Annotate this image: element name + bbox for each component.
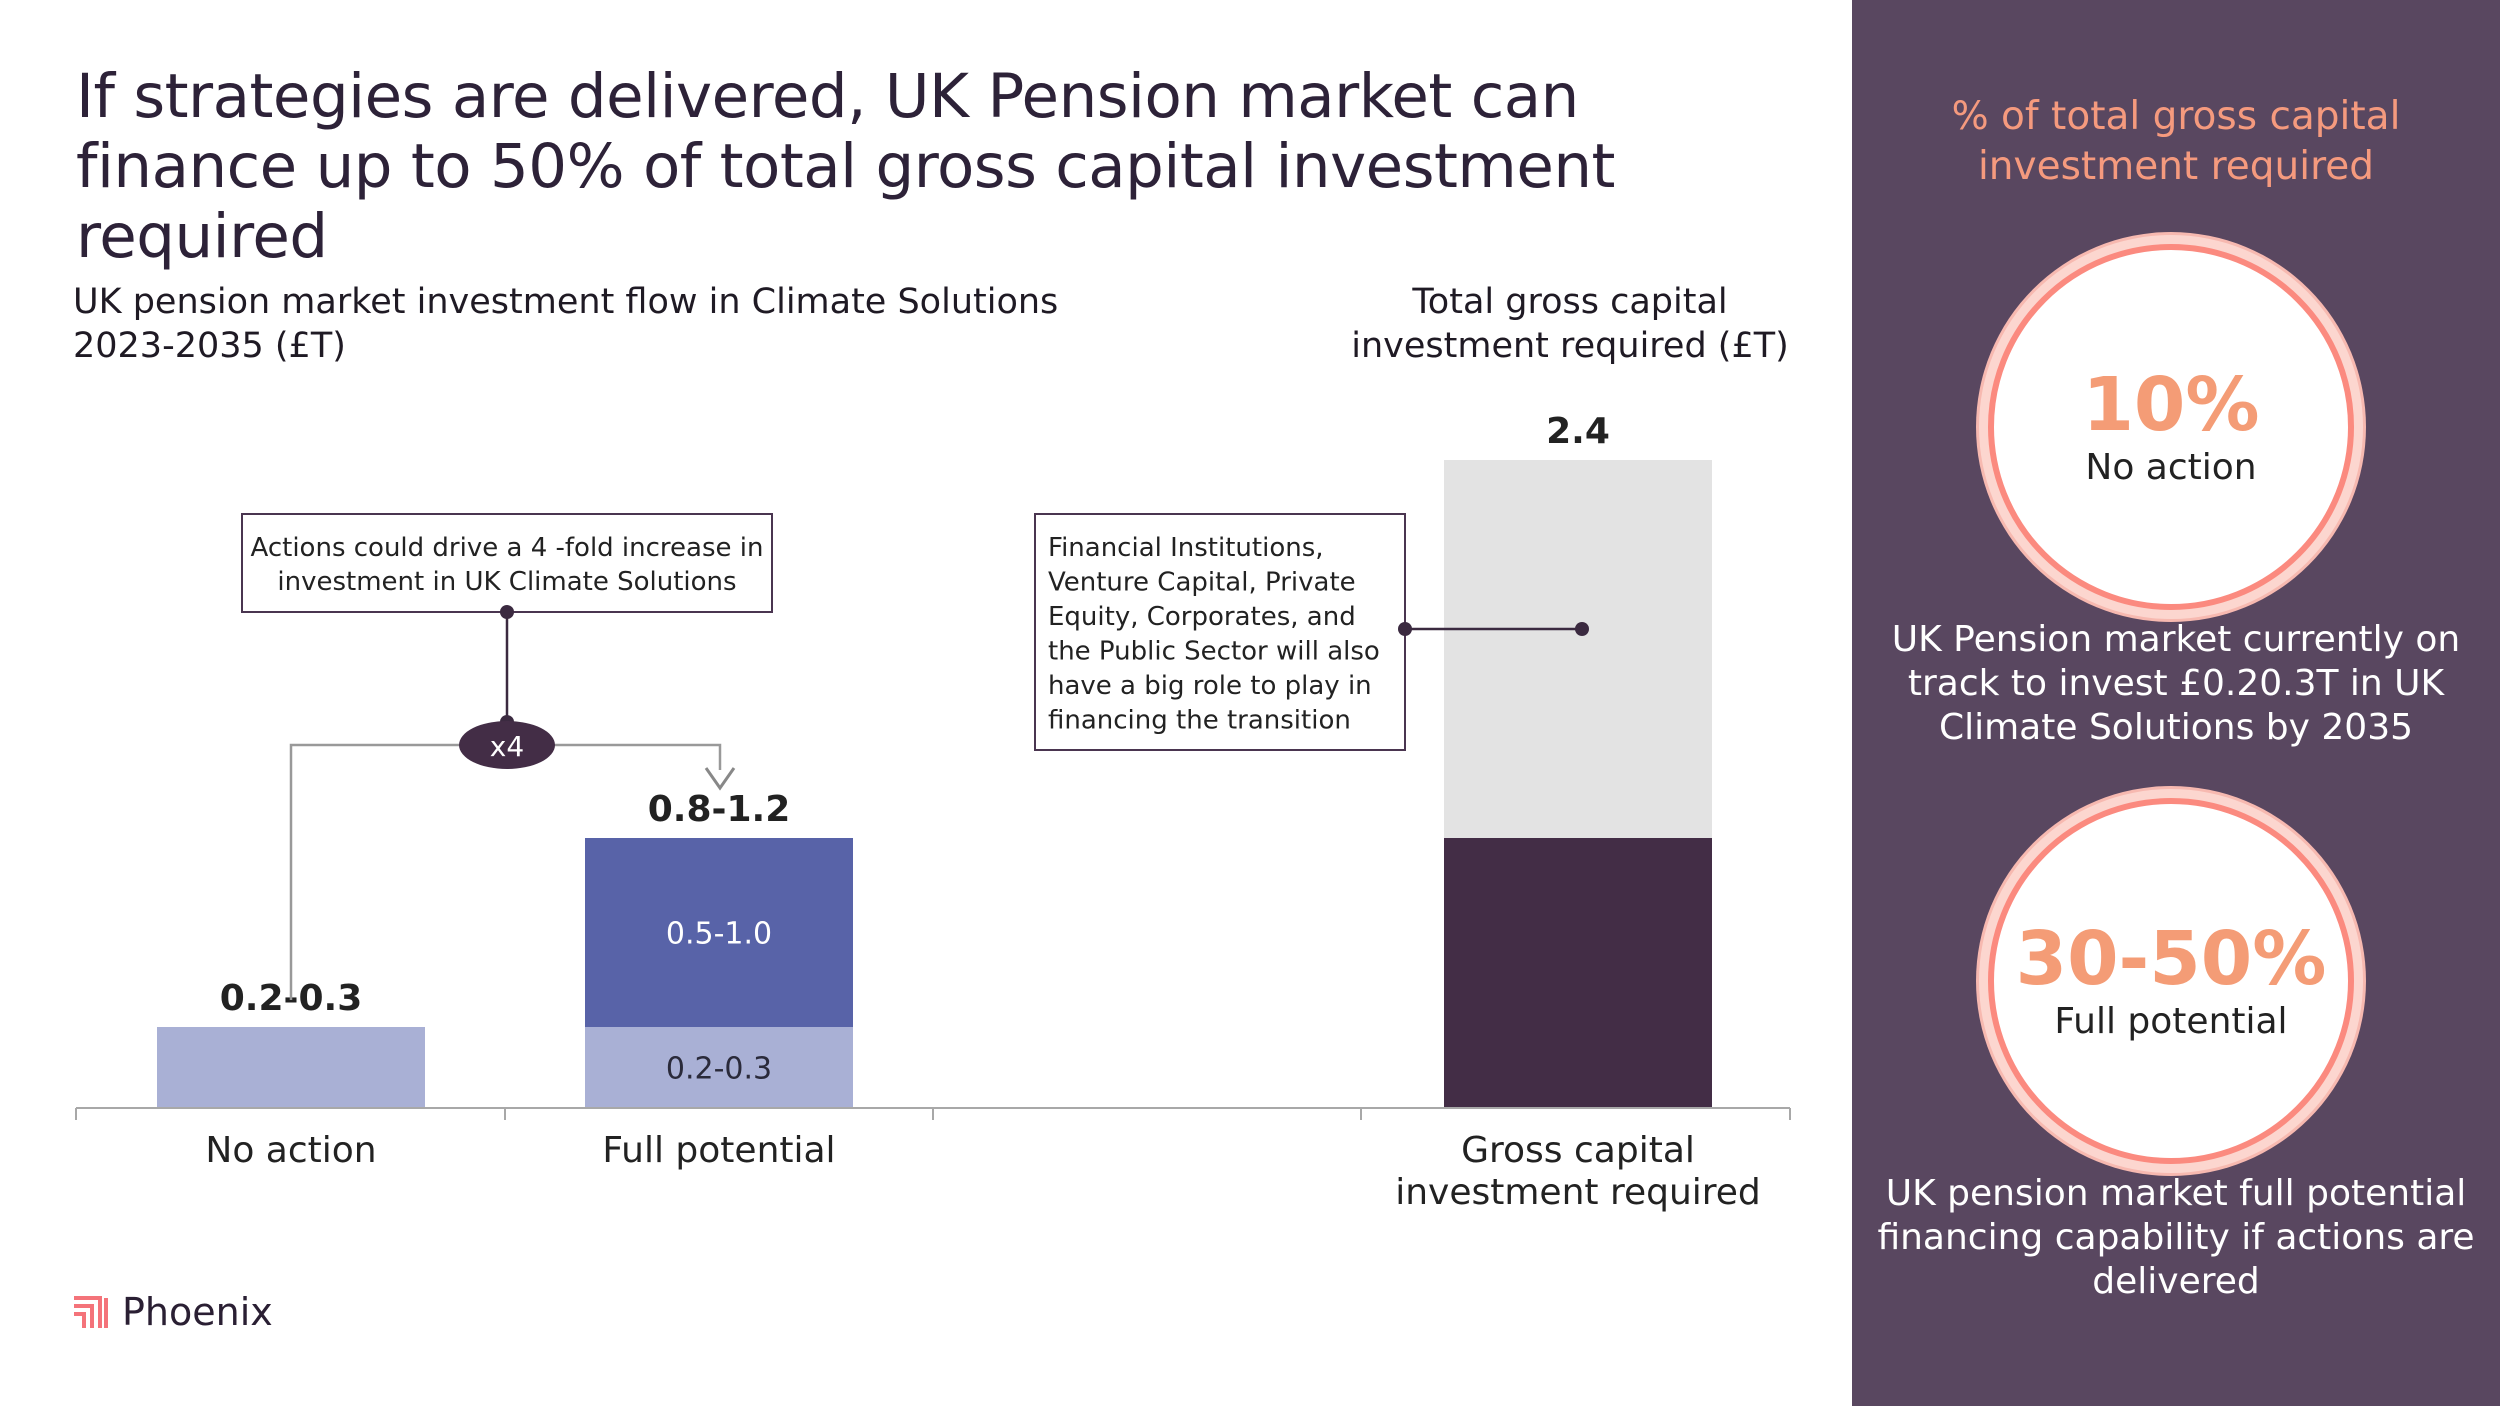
- no-action-circle-label: No action: [2085, 447, 2257, 488]
- full-potential-description: UK pension market full potential financi…: [1877, 1173, 2475, 1302]
- phoenix-logo-icon: [74, 1296, 108, 1328]
- bar-2-segment-0: [1444, 838, 1712, 1108]
- full-potential-circle: 30-50% Full potential: [1988, 798, 2354, 1164]
- page-title: If strategies are delivered, UK Pension …: [76, 61, 1615, 272]
- full-potential-circle-label: Full potential: [2054, 1001, 2288, 1042]
- bar-2-segment-1: [1444, 460, 1712, 838]
- bar-2-total-label: 2.4: [1546, 411, 1610, 452]
- full-potential-percent: 30-50%: [2015, 916, 2327, 1002]
- x-tick-label-3: Gross capital investment required: [1395, 1130, 1761, 1213]
- bar-1-total-label: 0.8-1.2: [648, 789, 791, 830]
- institutions-connector-dot-left: [1398, 622, 1412, 636]
- chart-subtitle-left: UK pension market investment flow in Cli…: [73, 282, 1059, 366]
- bar-1-segment-0: [585, 1027, 853, 1108]
- x-tick-label-1: Full potential: [602, 1130, 835, 1171]
- fold-increase-annotation-box: [241, 513, 773, 613]
- x4-badge: [459, 721, 555, 769]
- phoenix-logo-text: Phoenix: [122, 1290, 273, 1334]
- sidebar-panel: % of total gross capital investment requ…: [1852, 0, 2500, 1406]
- x4-badge-label: x4: [490, 730, 524, 763]
- x-tick-label-0: No action: [205, 1130, 376, 1171]
- institutions-annotation-text: Financial Institutions, Venture Capital, …: [1048, 533, 1380, 736]
- no-action-circle: 10% No action: [1988, 244, 2354, 610]
- bar-1-segment-1-label: 0.5-1.0: [666, 917, 772, 952]
- institutions-annotation-box: [1034, 513, 1406, 751]
- investment-chart: 0.2-0.30.2-0.30.5-1.00.8-1.22.4No action…: [75, 411, 1791, 1213]
- bar-0-segment-0: [157, 1027, 425, 1108]
- bar-1-segment-0-label: 0.2-0.3: [666, 1052, 772, 1087]
- growth-arrow-head: [704, 767, 736, 791]
- fold-increase-annotation-text: Actions could drive a 4 -fold increase i…: [251, 533, 764, 597]
- no-action-percent: 10%: [2082, 362, 2260, 448]
- phoenix-logo: Phoenix: [72, 1290, 273, 1334]
- fold-connector-dot-top: [500, 605, 514, 619]
- no-action-description: UK Pension market currently on track to …: [1891, 619, 2461, 748]
- institutions-connector-dot-right: [1575, 622, 1589, 636]
- bar-1-segment-1: [585, 838, 853, 1027]
- chart-subtitle-right: Total gross capital investment required …: [1351, 282, 1789, 366]
- sidebar-heading: % of total gross capital investment requ…: [1951, 94, 2401, 189]
